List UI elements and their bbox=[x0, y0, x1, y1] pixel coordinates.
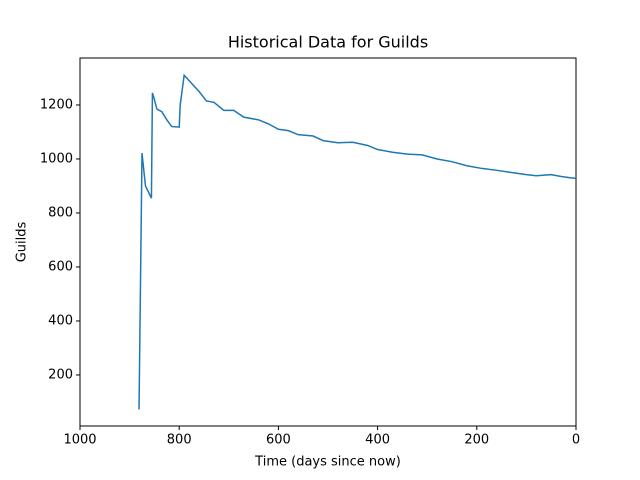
x-tick-label: 1000 bbox=[63, 433, 96, 448]
y-tick-label: 800 bbox=[48, 205, 73, 220]
y-tick-label: 1000 bbox=[40, 151, 73, 166]
data-line bbox=[138, 73, 577, 410]
x-tick-label: 800 bbox=[167, 433, 192, 448]
y-tick-label: 200 bbox=[48, 367, 73, 382]
y-tick-label: 1200 bbox=[40, 97, 73, 112]
chart-title: Historical Data for Guilds bbox=[228, 33, 428, 52]
x-tick-label: 0 bbox=[572, 433, 580, 448]
y-axis-label: Guilds bbox=[15, 221, 30, 262]
y-tick-label: 400 bbox=[48, 313, 73, 328]
x-tick-label: 200 bbox=[464, 433, 489, 448]
x-tick-label: 400 bbox=[365, 433, 390, 448]
axes-frame bbox=[79, 57, 577, 427]
x-axis-label: Time (days since now) bbox=[254, 455, 401, 470]
x-tick-label: 600 bbox=[266, 433, 291, 448]
y-tick-label: 600 bbox=[48, 259, 73, 274]
